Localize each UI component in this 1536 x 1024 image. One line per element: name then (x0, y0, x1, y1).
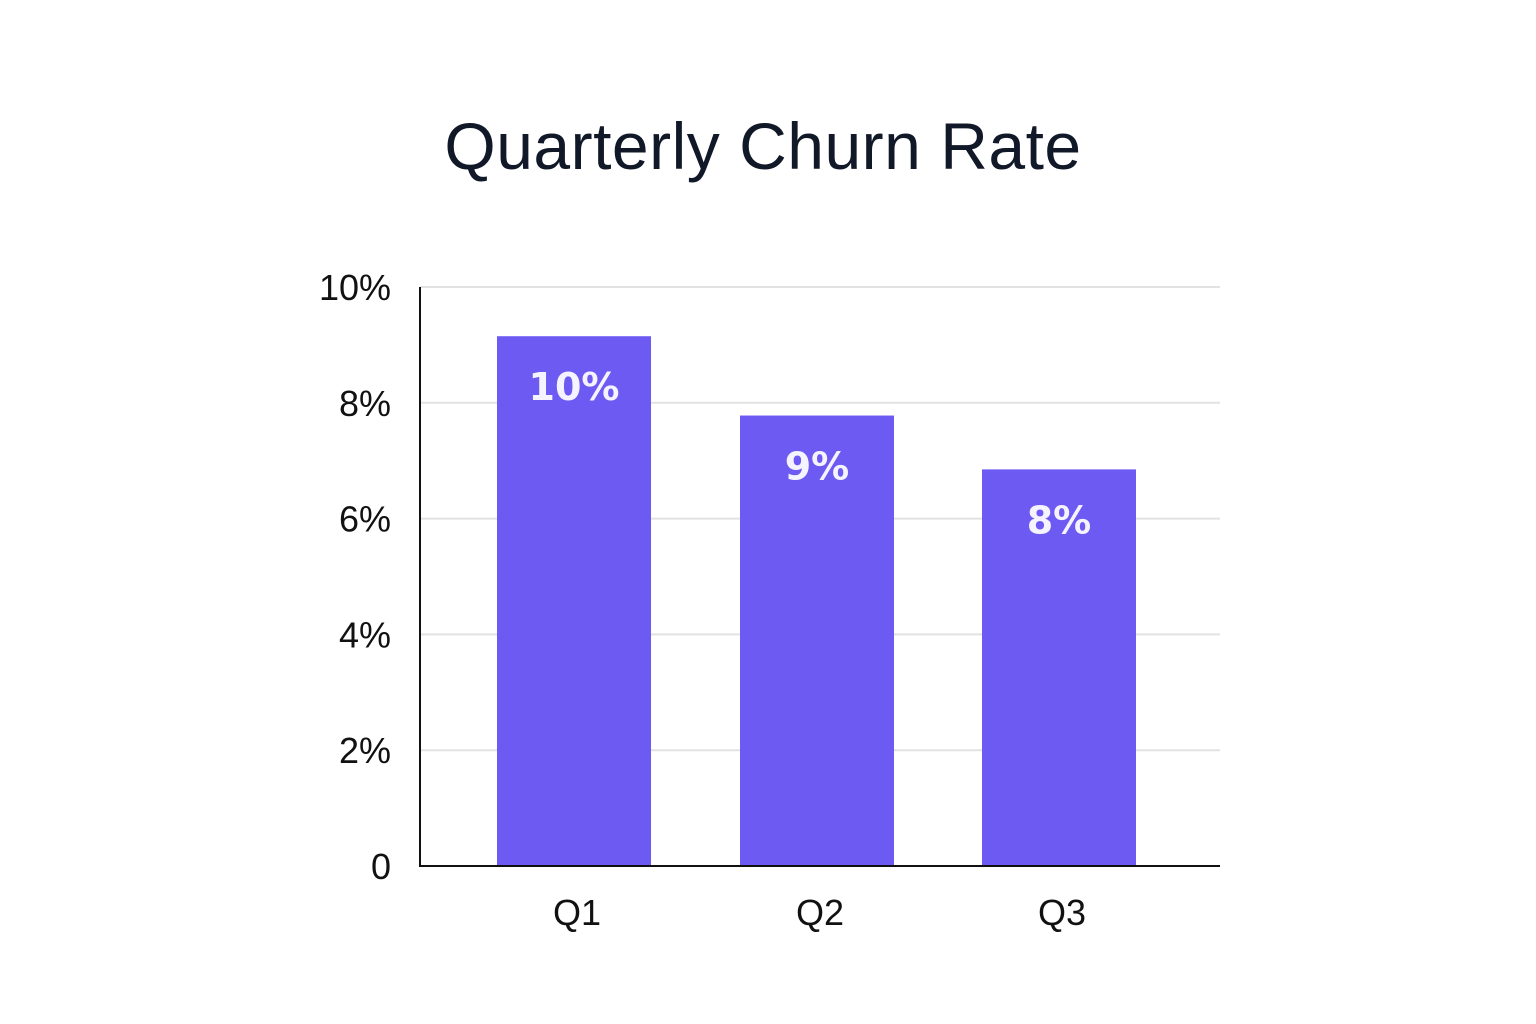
bar (982, 469, 1136, 866)
bar (497, 336, 651, 867)
y-tick-label: 2% (339, 730, 391, 771)
bar (740, 415, 894, 866)
y-tick-label: 4% (339, 614, 391, 655)
x-tick-label: Q3 (1038, 892, 1086, 933)
axes (419, 287, 1220, 867)
y-tick-label: 0 (371, 846, 391, 887)
y-tick-label: 10% (319, 267, 391, 308)
x-tick-labels: Q1 Q2 Q3 (553, 892, 1086, 933)
chart-title: Quarterly Churn Rate (444, 109, 1082, 183)
data-labels: 10% 9% 8% (529, 365, 1092, 542)
y-tick-labels: 0 2% 4% 6% 8% 10% (319, 267, 391, 887)
data-label: 9% (785, 445, 850, 489)
y-tick-label: 6% (339, 499, 391, 540)
data-label: 8% (1027, 498, 1092, 542)
y-tick-label: 8% (339, 383, 391, 424)
x-tick-label: Q2 (796, 892, 844, 933)
bars (497, 336, 1136, 867)
data-label: 10% (529, 365, 620, 409)
x-tick-label: Q1 (553, 892, 601, 933)
